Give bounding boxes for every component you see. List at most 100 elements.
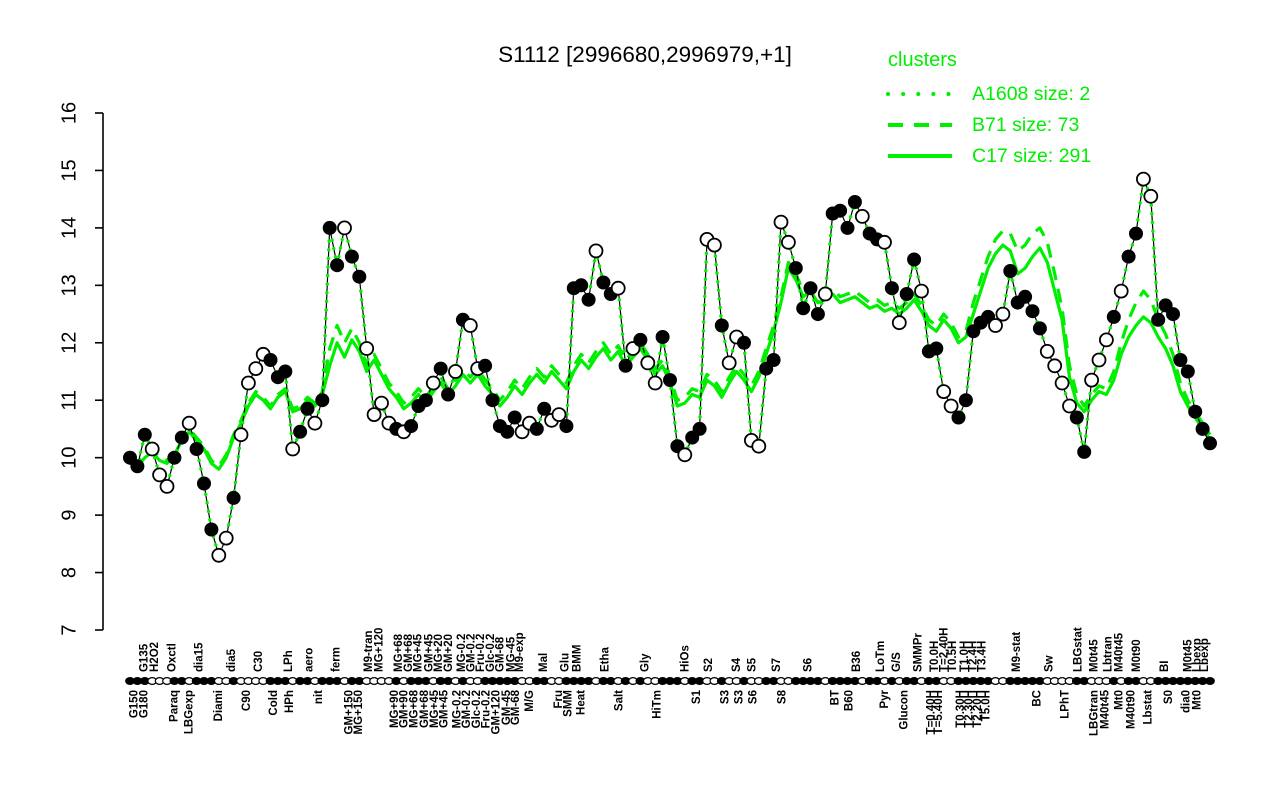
data-point-open [1039,343,1055,359]
y-tick-label: 15 [58,159,80,181]
condition-label: MG+68 [408,689,420,728]
data-point-filled [500,424,515,439]
condition-label: GM+20 [443,634,455,672]
data-point-filled [1106,309,1121,324]
condition-label: BMM [571,645,583,672]
legend-heading: clusters [888,49,957,71]
condition-label: GM+45 [423,633,435,672]
data-point-filled [226,490,241,505]
data-point-open [988,318,1003,333]
condition-label: Mt0 [1114,690,1126,710]
data-point-open [751,438,767,454]
condition-label: Fru-0.2 [481,690,493,728]
data-point-open [1054,375,1070,391]
data-point-filled [507,410,522,425]
condition-label: SMMPr [913,633,925,673]
condition-label: HPh [284,690,296,713]
data-point-filled [574,278,589,293]
data-point-filled [1166,307,1180,322]
condition-label: Paraq [169,690,181,722]
condition-label: S6 [747,690,759,704]
condition-label: G180 [138,690,150,718]
data-point-open [1062,398,1077,414]
condition-label: Pyr [879,689,891,708]
condition-label: S8 [777,689,789,704]
condition-label: MG+20 [433,634,445,672]
data-point-filled [263,353,278,367]
data-point-filled [322,220,337,235]
data-point-filled [1003,264,1018,278]
condition-label: BC [1031,690,1043,707]
data-point-open [233,427,249,443]
data-point-open [218,530,234,546]
condition-label: GM+150 [343,690,355,734]
condition-label: T5.0H [981,690,993,721]
data-point-open [337,220,352,236]
condition-label: Glc-0.2 [485,634,497,672]
data-point-filled [581,292,596,307]
data-point-filled [1069,410,1084,425]
condition-label: dia5 [226,648,238,672]
data-point-filled [663,373,677,388]
data-point-open [152,467,168,483]
condition-label: B60 [844,690,856,711]
data-point-filled [655,330,670,344]
y-tick-label: 11 [58,390,80,411]
condition-label: G135 [138,643,150,672]
data-point-filled [537,401,552,416]
condition-label: S3 [719,690,731,704]
condition-label: GM+45 [439,689,451,728]
condition-label: dia15 [193,642,205,672]
condition-dot-strip [125,676,1215,685]
data-point-open [211,547,227,563]
condition-label: Etha [599,646,611,672]
data-point-open [817,286,833,302]
data-point-filled [315,393,330,408]
data-point-filled [907,252,922,267]
data-point-open [425,375,441,391]
data-point-filled [929,341,944,356]
data-point-filled [884,281,899,296]
data-point-open [1099,332,1114,348]
data-point-filled [344,249,359,264]
data-point-filled [958,393,973,408]
data-point-filled [847,195,862,209]
data-point-open [610,280,626,296]
data-point-filled [137,427,152,442]
condition-label: MG+45 [429,689,441,728]
condition-label: LPh [283,650,295,672]
condition-label: GM-68 [510,689,522,725]
condition-label: S4 [731,657,743,672]
legend: clusters A1608 size: 2 B71 size: 73 C17 siz… [886,49,1091,167]
condition-label: M9-tran [363,630,375,672]
data-point-open [936,384,952,400]
condition-label: M0t90 [1131,639,1143,672]
data-point-filled [441,387,456,402]
condition-label: M9-stat [1011,632,1023,672]
data-point-filled [485,393,500,408]
data-point-filled [300,401,315,416]
data-point-open [307,415,323,431]
data-point-filled [951,410,966,425]
condition-label: C30 [253,651,265,672]
condition-label: M/G [524,690,536,712]
data-point-filled [478,358,493,373]
data-point-filled [1151,312,1166,327]
condition-label: BI [1159,661,1171,673]
y-tick-label: 16 [58,102,80,124]
condition-label: G/S [891,652,903,672]
condition-label: MG+120 [374,628,386,672]
condition-label: M9-exp [514,632,526,672]
condition-label: C90 [241,690,253,711]
condition-label: Oxctl [166,643,178,672]
condition-label: Gly [639,653,651,672]
condition-label: GM+120 [490,690,502,734]
condition-label: M40t45 [1114,632,1126,672]
data-point-open [248,361,264,377]
data-point-open [891,315,907,331]
condition-label: Glucon [899,690,911,730]
data-point-filled [833,203,848,218]
data-point-filled [1018,289,1033,304]
data-point-open [943,398,959,414]
condition-label: Heat [576,690,588,715]
